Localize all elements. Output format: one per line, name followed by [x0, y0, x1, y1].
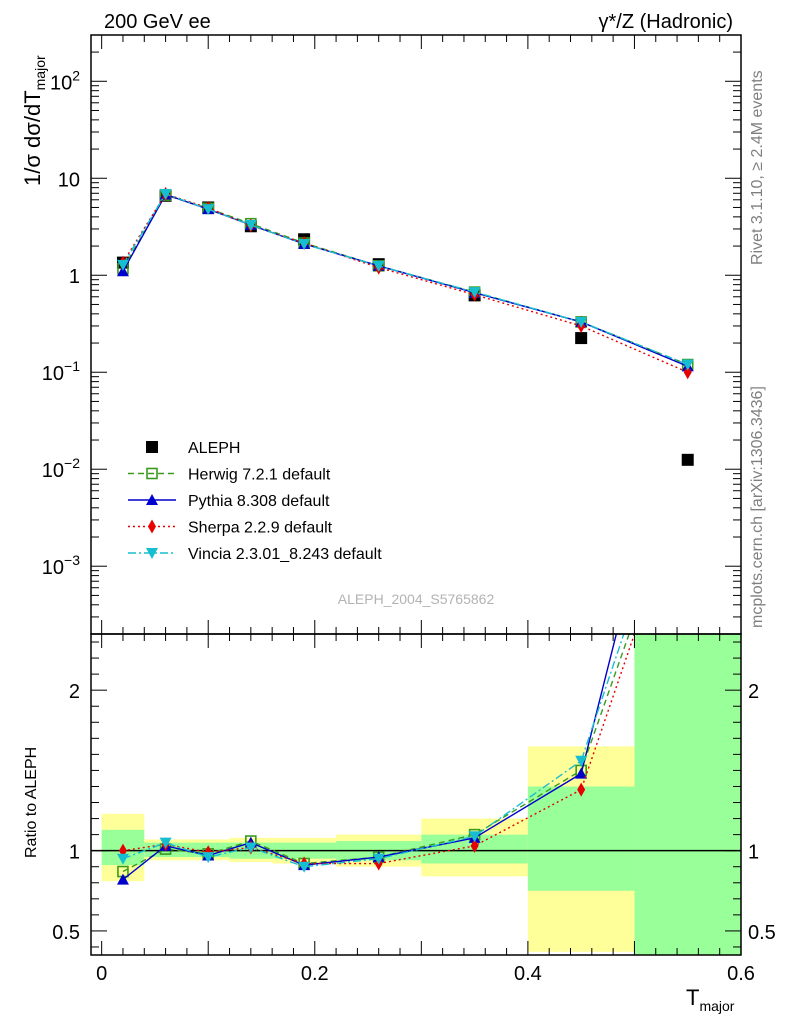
legend-aleph-label: ALEPH: [188, 440, 240, 457]
vincia-main-point: [575, 316, 588, 328]
ratio-y-axis-title: Ratio to ALEPH: [23, 747, 40, 858]
vincia-main-line: [122, 193, 688, 366]
legend: ALEPH Herwig 7.2.1 default Pythia 8.308 de…: [128, 440, 382, 563]
legend-aleph-marker: [146, 441, 158, 453]
ratio-y-tick-label-left: 2: [69, 681, 80, 703]
main-y-axis-title-main: 1/σ dσ/dT: [20, 90, 45, 186]
ratio-plot-frame: [90, 633, 742, 956]
vincia-main-point: [298, 238, 311, 250]
x-tick-label: 0.4: [514, 963, 542, 985]
vincia-ratio-line: [122, 634, 625, 868]
x-tick-label: 0.6: [727, 963, 755, 985]
vincia-main-point: [116, 259, 129, 271]
vincia-ratio-point: [244, 842, 257, 854]
x-tick-label: 0: [96, 963, 107, 985]
legend-herwig-label: Herwig 7.2.1 default: [188, 467, 331, 484]
main-y-tick-label: 1: [69, 266, 80, 288]
legend-vincia-marker: [146, 548, 158, 559]
main-y-tick-label: 10: [58, 169, 80, 191]
mcplots-credit-text: mcplots.cern.ch [arXiv:1306.3436]: [749, 386, 766, 628]
vincia-ratio-point: [202, 852, 215, 864]
legend-vincia-label: Vincia 2.3.01_8.243 default: [188, 546, 382, 563]
sherpa-main-line: [122, 193, 689, 373]
sherpa-ratio-point: [470, 838, 479, 853]
ratio-y-tick-label-left: 0.5: [52, 922, 80, 944]
x-axis-title: Tmajor: [686, 985, 735, 1014]
sherpa-ratio-point: [577, 782, 586, 797]
main-y-tick-label: 10−3: [42, 552, 80, 579]
main-y-tick-label: 102: [50, 67, 80, 94]
ratio-uncertainty-bands: [91, 634, 741, 955]
legend-sherpa-label: Sherpa 2.2.9 default: [188, 520, 333, 537]
ratio-y-tick-label-right: 0.5: [748, 922, 776, 944]
aleph-main-point: [681, 453, 694, 466]
x-axis-title-sub: major: [699, 998, 734, 1014]
vincia-main-point: [372, 260, 385, 272]
ratio-y-tick-label-right: 1: [748, 842, 759, 864]
vincia-ratio-point: [468, 831, 481, 843]
vincia-main-point: [681, 359, 694, 371]
x-tick-label: 0.2: [301, 963, 329, 985]
vincia-main-point: [468, 287, 481, 299]
axes-group: 10−3 10−2 10−1 1 10 102 0 0.2 0.4 0.6 0.5 0.5 1 1 2 2: [42, 34, 776, 985]
main-y-axis-title: 1/σ dσ/dTmajor: [20, 55, 48, 186]
legend-pythia-label: Pythia 8.308 default: [188, 493, 330, 510]
main-plot-frame: [90, 34, 742, 635]
vincia-ratio-point: [298, 861, 311, 873]
vincia-main-point: [159, 188, 172, 200]
ratio-y-tick-label-right: 2: [748, 681, 759, 703]
vincia-ratio-point: [372, 853, 385, 865]
herwig-main-line: [122, 194, 688, 366]
vincia-ratio-point: [116, 853, 129, 865]
sherpa-main-point: [683, 365, 692, 380]
pythia-ratio-point: [116, 873, 129, 885]
pythia-ratio-point: [575, 767, 588, 779]
vincia-main-point: [202, 204, 215, 216]
vincia-ratio-point: [159, 837, 172, 849]
legend-herwig-marker: [146, 467, 158, 480]
rivet-version-text: Rivet 3.1.10, ≥ 2.4M events: [749, 70, 766, 265]
main-y-axis-title-sub: major: [32, 55, 48, 90]
pythia-main-line: [122, 193, 688, 367]
vincia-ratio-point: [575, 755, 588, 767]
ratio-panel-series: [116, 634, 636, 885]
header-left-title: 200 GeV ee: [104, 11, 211, 33]
analysis-watermark: ALEPH_2004_S5765862: [338, 591, 495, 607]
stat-uncertainty-band: [634, 634, 741, 955]
aleph-main-point: [575, 332, 588, 345]
header-right-title: γ*/Z (Hadronic): [599, 11, 733, 33]
x-axis-title-main: T: [686, 985, 699, 1010]
stat-uncertainty-band: [527, 786, 635, 891]
ratio-y-tick-label-left: 1: [69, 842, 80, 864]
legend-sherpa-marker: [148, 519, 156, 534]
main-panel-series: [116, 186, 694, 466]
main-y-tick-label: 10−1: [42, 358, 80, 385]
vincia-main-point: [244, 219, 257, 231]
main-y-tick-label: 10−2: [42, 455, 80, 482]
legend-pythia-marker: [146, 494, 158, 505]
